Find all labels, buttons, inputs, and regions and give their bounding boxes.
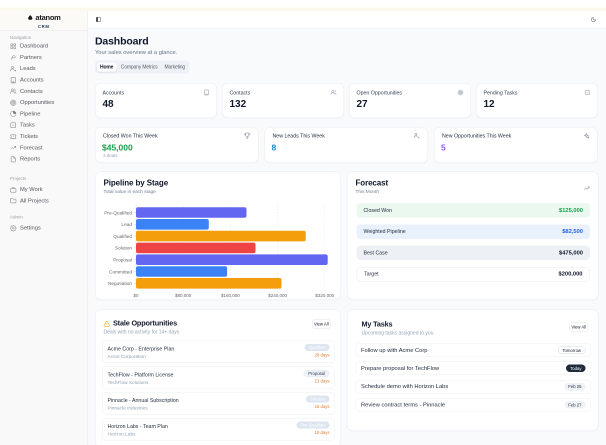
svg-text:Solution: Solution xyxy=(115,246,133,252)
svg-text:Qualified: Qualified xyxy=(113,234,132,240)
svg-text:Lead: Lead xyxy=(121,222,132,228)
svg-text:$80,000: $80,000 xyxy=(175,293,192,298)
svg-text:$0: $0 xyxy=(133,293,139,298)
svg-text:Pre-Qualified: Pre-Qualified xyxy=(104,210,132,216)
svg-text:Negotiation: Negotiation xyxy=(108,281,132,287)
svg-text:Proposal: Proposal xyxy=(113,257,132,263)
svg-text:Committed: Committed xyxy=(109,269,132,275)
svg-text:$240,000: $240,000 xyxy=(268,293,287,298)
svg-text:$160,000: $160,000 xyxy=(221,293,240,298)
svg-text:$320,000: $320,000 xyxy=(315,293,334,298)
